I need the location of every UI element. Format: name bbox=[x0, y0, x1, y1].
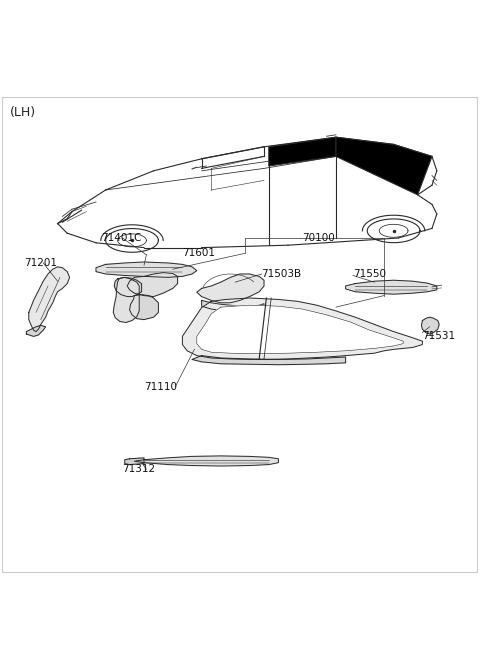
Text: 71110: 71110 bbox=[144, 382, 177, 392]
Polygon shape bbox=[346, 281, 437, 294]
Text: 71503B: 71503B bbox=[262, 269, 302, 279]
Polygon shape bbox=[134, 456, 278, 466]
Polygon shape bbox=[127, 273, 178, 297]
Polygon shape bbox=[26, 325, 46, 337]
Polygon shape bbox=[197, 274, 264, 303]
Polygon shape bbox=[202, 301, 264, 311]
Polygon shape bbox=[421, 317, 439, 334]
Polygon shape bbox=[29, 267, 70, 331]
Text: 71601: 71601 bbox=[182, 248, 216, 259]
Text: 71312: 71312 bbox=[122, 464, 156, 474]
Polygon shape bbox=[197, 305, 403, 353]
Polygon shape bbox=[269, 137, 336, 166]
Text: 71201: 71201 bbox=[24, 258, 57, 268]
Polygon shape bbox=[336, 137, 432, 195]
Polygon shape bbox=[192, 355, 346, 365]
Text: 71531: 71531 bbox=[422, 331, 456, 341]
Polygon shape bbox=[114, 277, 142, 297]
Polygon shape bbox=[130, 295, 158, 319]
Polygon shape bbox=[96, 262, 197, 277]
Text: 71401C: 71401C bbox=[101, 233, 141, 243]
Polygon shape bbox=[113, 277, 139, 323]
Polygon shape bbox=[182, 298, 422, 359]
Text: 70100: 70100 bbox=[302, 233, 335, 243]
Text: (LH): (LH) bbox=[10, 106, 36, 119]
Text: 71550: 71550 bbox=[353, 269, 386, 279]
Polygon shape bbox=[125, 458, 144, 464]
